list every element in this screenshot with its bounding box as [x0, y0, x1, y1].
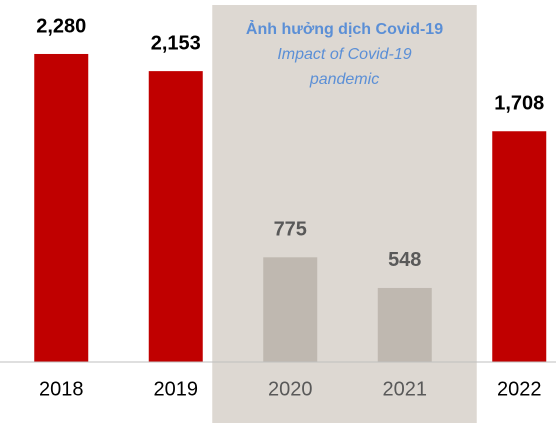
x-tick-label: 2019	[154, 378, 199, 400]
annotation-line: pandemic	[309, 71, 379, 88]
bar	[34, 53, 89, 363]
annotation-line: Impact of Covid-19	[277, 46, 411, 63]
x-tick-label: 2018	[39, 378, 84, 400]
x-tick-label: 2020	[268, 378, 313, 400]
value-label: 2,153	[151, 32, 201, 54]
shaded-region	[212, 5, 477, 423]
bar	[263, 257, 318, 362]
value-label: 775	[274, 219, 307, 241]
annotation-title: Ảnh hưởng dịch Covid-19	[246, 19, 443, 38]
x-tick-label: 2022	[497, 378, 542, 400]
bar	[377, 287, 432, 362]
value-label: 1,708	[494, 93, 544, 115]
x-tick-label: 2021	[383, 378, 428, 400]
bar	[492, 131, 547, 362]
value-label: 548	[388, 249, 421, 271]
bar	[148, 71, 203, 362]
value-label: 2,280	[36, 15, 86, 37]
